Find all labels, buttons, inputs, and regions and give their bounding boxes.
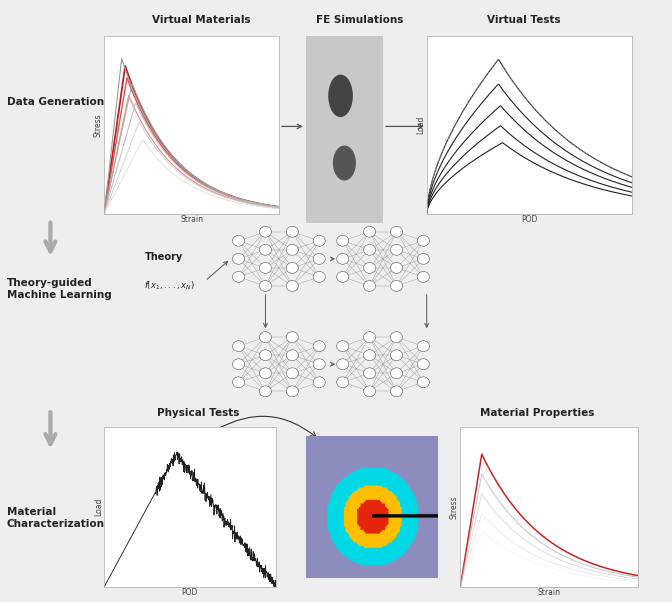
Circle shape xyxy=(259,244,271,255)
Circle shape xyxy=(417,359,429,370)
Circle shape xyxy=(390,226,403,237)
Circle shape xyxy=(364,281,376,291)
Circle shape xyxy=(313,377,325,388)
Circle shape xyxy=(417,377,429,388)
Circle shape xyxy=(364,368,376,379)
Circle shape xyxy=(259,281,271,291)
Circle shape xyxy=(337,272,349,282)
Circle shape xyxy=(390,386,403,397)
Circle shape xyxy=(233,377,245,388)
Circle shape xyxy=(417,253,429,264)
Circle shape xyxy=(286,281,298,291)
Circle shape xyxy=(286,368,298,379)
Circle shape xyxy=(233,235,245,246)
Circle shape xyxy=(259,350,271,361)
Circle shape xyxy=(390,368,403,379)
Circle shape xyxy=(390,281,403,291)
Circle shape xyxy=(390,262,403,273)
Circle shape xyxy=(364,262,376,273)
Circle shape xyxy=(286,226,298,237)
Text: Theory: Theory xyxy=(144,252,183,262)
Circle shape xyxy=(364,386,376,397)
Text: $f(x_1,...,x_N)$: $f(x_1,...,x_N)$ xyxy=(144,280,196,293)
Text: FE Simulations: FE Simulations xyxy=(316,15,403,25)
Circle shape xyxy=(337,359,349,370)
Circle shape xyxy=(337,235,349,246)
Text: Virtual Tests: Virtual Tests xyxy=(487,15,561,25)
Circle shape xyxy=(313,253,325,264)
Circle shape xyxy=(390,350,403,361)
Circle shape xyxy=(417,341,429,352)
Circle shape xyxy=(286,332,298,343)
Circle shape xyxy=(313,359,325,370)
Circle shape xyxy=(259,332,271,343)
Circle shape xyxy=(337,377,349,388)
Circle shape xyxy=(259,368,271,379)
Circle shape xyxy=(364,226,376,237)
Circle shape xyxy=(337,341,349,352)
Circle shape xyxy=(417,235,429,246)
Circle shape xyxy=(259,262,271,273)
Circle shape xyxy=(233,359,245,370)
Text: Material
Characterization: Material Characterization xyxy=(7,506,105,529)
Circle shape xyxy=(233,253,245,264)
Circle shape xyxy=(364,350,376,361)
Text: Material Properties: Material Properties xyxy=(480,408,595,418)
Circle shape xyxy=(364,332,376,343)
Circle shape xyxy=(337,253,349,264)
Circle shape xyxy=(259,226,271,237)
Circle shape xyxy=(286,244,298,255)
Circle shape xyxy=(259,386,271,397)
Text: Physical Tests: Physical Tests xyxy=(157,408,239,418)
Circle shape xyxy=(286,350,298,361)
Circle shape xyxy=(313,341,325,352)
Circle shape xyxy=(286,262,298,273)
Circle shape xyxy=(286,386,298,397)
Circle shape xyxy=(313,272,325,282)
Circle shape xyxy=(313,235,325,246)
Circle shape xyxy=(233,341,245,352)
Text: Theory-guided
Machine Learning: Theory-guided Machine Learning xyxy=(7,278,112,300)
Text: Data Generation: Data Generation xyxy=(7,98,104,107)
Circle shape xyxy=(390,332,403,343)
Circle shape xyxy=(364,244,376,255)
Text: Virtual Materials: Virtual Materials xyxy=(153,15,251,25)
Circle shape xyxy=(390,244,403,255)
Circle shape xyxy=(233,272,245,282)
Circle shape xyxy=(417,272,429,282)
